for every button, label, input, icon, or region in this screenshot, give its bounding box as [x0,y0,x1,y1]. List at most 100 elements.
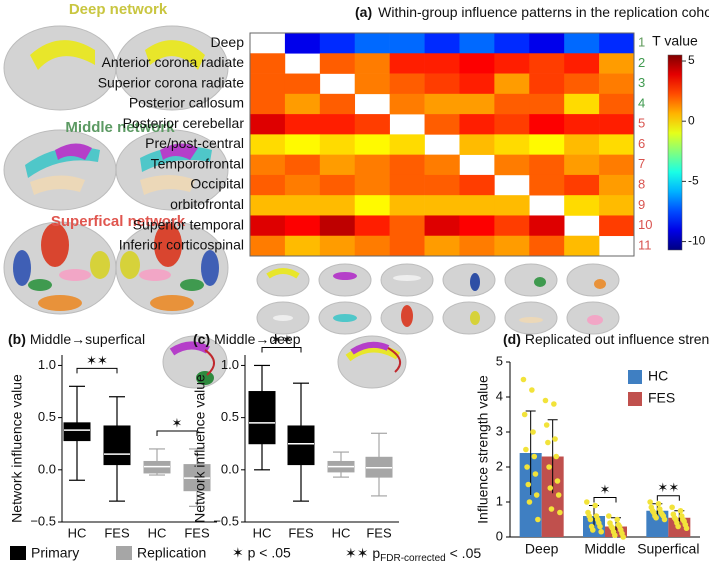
heatmap-cell [284,33,321,54]
heatmap-cell [250,195,286,216]
heatmap-cell [319,53,356,74]
y-axis-label: Network influence value [192,374,208,523]
data-point [592,502,598,509]
footnote: ✶ p < .05 [232,545,291,561]
heatmap-cell [529,235,565,257]
data-point [530,429,536,435]
heatmap-cell [599,33,635,54]
row-label: Superior corona radiate [98,74,245,90]
heatmap-cell [529,154,565,176]
heatmap-cell [354,195,390,216]
data-point [584,499,590,505]
network-label: Middle network [65,119,175,136]
heatmap-cell [250,154,286,176]
heatmap-cell [459,114,495,135]
box [63,422,91,442]
row-label: Deep [211,34,245,50]
heatmap-cell [494,73,530,95]
data-point [555,492,562,498]
heatmap-cell [389,235,425,257]
network-label: Deep network [69,1,168,18]
heatmap-cell [494,93,530,115]
heatmap-cell [564,93,600,115]
heatmap-cell [354,235,390,257]
legend-swatch [628,370,642,384]
y-tick-label: 3 [496,423,503,438]
heatmap-cell [529,53,565,74]
title-text: Middle→superfical [30,331,145,347]
heatmap-cell [599,134,635,155]
heatmap-cell [599,174,635,196]
heatmap-cell [319,134,356,155]
heatmap-frame [249,32,635,257]
heatmap-cell [354,53,390,74]
data-point [598,528,604,535]
heatmap-cell [250,114,286,135]
data-point [525,481,532,488]
data-point [620,534,626,540]
row-label: Pre/post-central [145,135,244,151]
panel-title: (d) Replicated out influence strength [503,331,709,347]
heatmap-cell [424,235,460,257]
heatmap-cell [564,195,600,216]
row-number: 11 [638,237,652,252]
x-tick-label: FES [104,525,130,540]
panel-title: (b) Middle→superfical [8,331,145,347]
x-tick-label: HC [148,525,167,540]
heatmap-cell [250,235,286,257]
x-tick-label: HC [332,525,351,540]
heatmap-cell [564,235,600,257]
data-point [612,532,618,539]
heatmap-cell [319,235,356,257]
title-text: Within-group influence patterns in the r… [378,4,709,20]
heatmap-cell [564,114,600,135]
footnote-text: < .05 [446,545,482,561]
heatmap-cell [459,174,495,196]
colorbar-tick-label: 5 [688,53,695,67]
heatmap-cell [424,174,460,196]
data-point [553,453,560,460]
data-point [521,411,528,418]
heatmap-cell [494,235,530,257]
x-tick-label: Middle [584,541,625,557]
heatmap-cell [389,174,425,196]
x-tick-label: HC [253,525,272,540]
significance-marker: ✶ [600,482,611,497]
data-point [590,527,596,533]
heatmap-cell [459,93,495,115]
colorbar-label: T value [652,33,698,49]
heatmap-cell [564,134,600,155]
data-point [551,401,557,407]
y-tick-label: −0.5 [30,513,56,528]
heatmap-cell [599,73,635,95]
row-number: 10 [638,217,652,232]
y-tick-label: 2 [496,458,503,473]
heatmap-cell [424,154,460,176]
heatmap-cell [494,154,530,176]
data-point [542,397,549,404]
data-point [531,453,538,460]
data-point [587,516,594,523]
heatmap-cell [529,33,565,54]
y-tick-label: 5 [496,353,503,368]
colorbar-tick-label: -10 [688,234,706,248]
heatmap-cell [494,114,530,135]
y-tick-label: −0.5 [213,513,239,528]
heatmap-cell [389,215,425,237]
data-point [523,446,529,453]
y-axis-label: Influence strength value [475,375,491,524]
heatmap-cell [459,195,495,216]
heatmap-cell [459,215,495,237]
heatmap-cell [599,114,635,135]
heatmap-cell [424,114,460,135]
row-number: 9 [638,197,645,212]
heatmap-cell [424,215,460,237]
heatmap-cell [354,134,390,155]
bar [541,456,564,537]
row-number: 4 [638,95,645,110]
heatmap-cell [564,33,600,54]
row-number: 3 [638,75,645,90]
heatmap-cell [459,73,495,95]
heatmap-cell [284,134,321,155]
heatmap-cell [459,134,495,155]
